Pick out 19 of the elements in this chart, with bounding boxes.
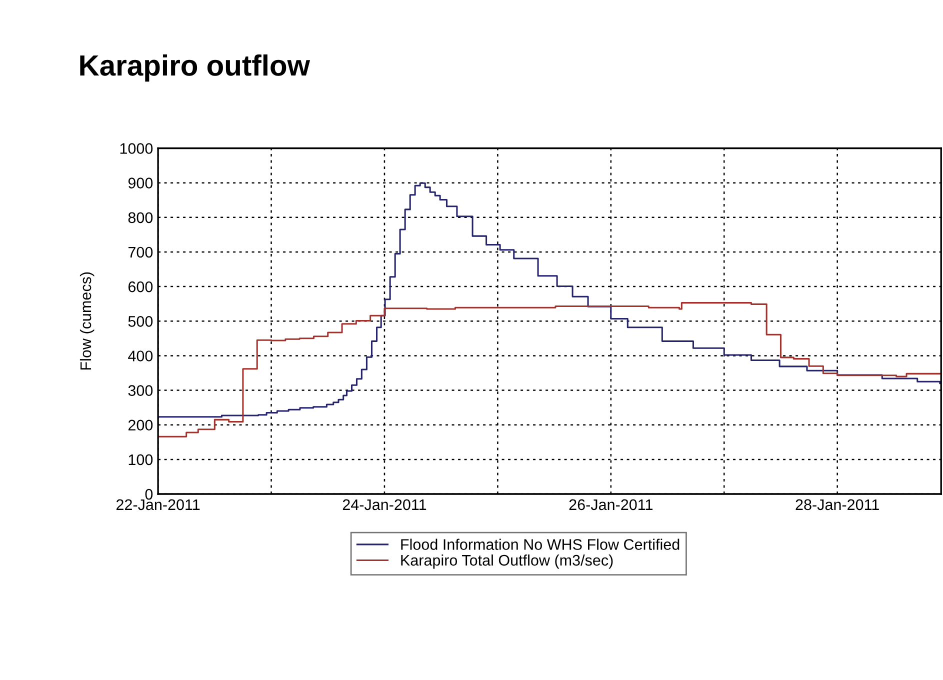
y-tick-label: 200 [128, 420, 153, 431]
y-tick-label: 300 [128, 385, 153, 396]
x-tick-label: 26-Jan-2011 [569, 499, 652, 510]
y-tick-label: 1000 [120, 143, 153, 154]
y-axis-title: Flow (cumecs) [80, 272, 94, 370]
x-tick-label: 22-Jan-2011 [116, 499, 200, 510]
y-tick-label: 0 [145, 488, 153, 500]
x-tick-label: 24-Jan-2011 [342, 499, 426, 510]
chart-title: Karapiro outflow [80, 54, 310, 82]
y-tick-label: 900 [128, 178, 153, 189]
y-tick-label: 100 [128, 454, 153, 466]
y-tick-label: 400 [128, 350, 153, 362]
legend-label: Flood Information No WHS Flow Certified [401, 538, 680, 550]
y-tick-label: 700 [128, 246, 153, 258]
y-tick-label: 500 [128, 316, 153, 327]
y-tick-label: 600 [128, 281, 153, 292]
legend-label: Karapiro Total Outflow (m3/sec) [401, 554, 613, 569]
y-tick-label: 800 [128, 212, 153, 224]
x-tick-label: 28-Jan-2011 [796, 499, 879, 510]
